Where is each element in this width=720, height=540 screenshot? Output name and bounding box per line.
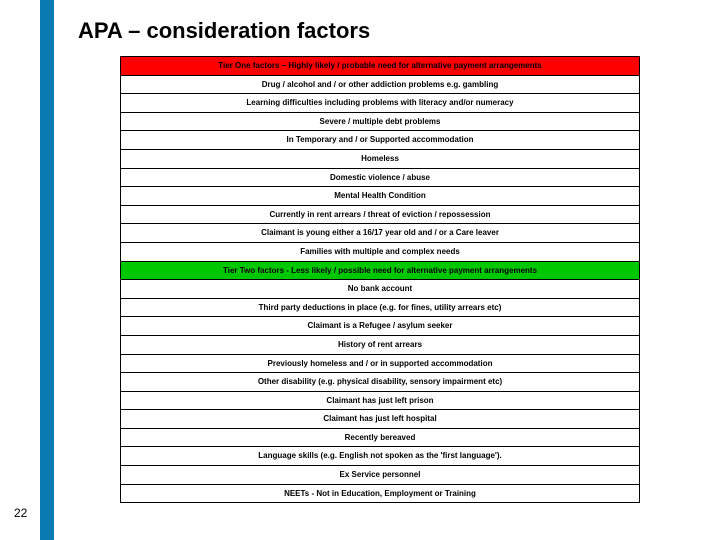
table-row: Tier Two factors - Less likely / possibl… (121, 262, 639, 281)
table-row: Mental Health Condition (121, 187, 639, 206)
accent-bar (40, 0, 54, 540)
table-row: Third party deductions in place (e.g. fo… (121, 299, 639, 318)
table-row: Claimant is a Refugee / asylum seeker (121, 317, 639, 336)
table-row: Ex Service personnel (121, 466, 639, 485)
table-row: Drug / alcohol and / or other addiction … (121, 76, 639, 95)
table-row: Language skills (e.g. English not spoken… (121, 447, 639, 466)
table-row: Severe / multiple debt problems (121, 113, 639, 132)
table-row: Previously homeless and / or in supporte… (121, 355, 639, 374)
table-row: Learning difficulties including problems… (121, 94, 639, 113)
table-row: History of rent arrears (121, 336, 639, 355)
table-row: NEETs - Not in Education, Employment or … (121, 485, 639, 503)
table-row: Currently in rent arrears / threat of ev… (121, 206, 639, 225)
table-row: Families with multiple and complex needs (121, 243, 639, 262)
page-number: 22 (14, 506, 27, 520)
table-row: Recently bereaved (121, 429, 639, 448)
table-row: No bank account (121, 280, 639, 299)
page-title: APA – consideration factors (78, 18, 370, 44)
table-row: Tier One factors – Highly likely / proba… (121, 57, 639, 76)
table-row: Domestic violence / abuse (121, 169, 639, 188)
factors-table: Tier One factors – Highly likely / proba… (120, 56, 640, 503)
table-row: In Temporary and / or Supported accommod… (121, 131, 639, 150)
table-row: Claimant has just left hospital (121, 410, 639, 429)
table-row: Claimant has just left prison (121, 392, 639, 411)
table-row: Claimant is young either a 16/17 year ol… (121, 224, 639, 243)
table-row: Homeless (121, 150, 639, 169)
table-row: Other disability (e.g. physical disabili… (121, 373, 639, 392)
